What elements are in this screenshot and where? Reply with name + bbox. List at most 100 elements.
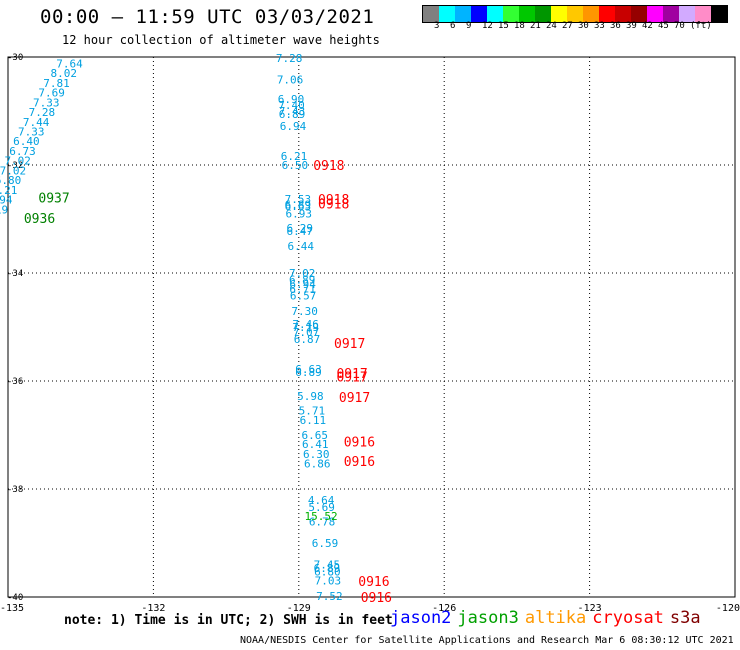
wave-height-value: 6.30	[303, 448, 330, 461]
color-scale-label: 70	[674, 21, 685, 31]
wave-height-value: 6.21	[281, 150, 308, 163]
wave-height-value: 6.59	[312, 537, 339, 550]
color-swatch	[711, 6, 727, 22]
wave-height-value: 7.69	[38, 87, 65, 100]
pass-time-label: 0918	[313, 159, 344, 174]
pass-time-label: 0918	[318, 193, 349, 208]
lat-tick-label: -30	[7, 53, 23, 63]
color-swatch	[615, 6, 631, 22]
lat-tick-label: -34	[7, 269, 23, 279]
axis-labels: -30 -32 -34 -36 -38 -40-135 -132 -129 -126 -123 -1…	[0, 53, 740, 614]
lat-tick-label: -36	[7, 377, 23, 387]
wave-height-value: 7.43	[279, 105, 306, 118]
wave-height-value: 8.02	[50, 67, 77, 80]
lat-tick-label: -38	[7, 485, 23, 495]
wave-height-value: 7.33	[18, 126, 45, 139]
color-swatch	[679, 6, 695, 22]
map-subtitle: 12 hour collection of altimeter wave hei…	[62, 33, 380, 47]
wave-height-value: 6.63	[295, 363, 322, 376]
wave-height-color-scale	[422, 5, 728, 23]
wave-height-value: 6.89	[289, 273, 316, 286]
wave-height-value: 6.57	[290, 290, 317, 303]
wave-height-value: 6.29	[287, 222, 314, 235]
wave-height-value: 5.69	[308, 501, 335, 514]
color-scale-label: 36	[610, 21, 621, 31]
lon-tick-label: -126	[432, 603, 456, 614]
wave-height-value: 7.02	[4, 155, 31, 168]
color-scale-label: 21	[530, 21, 541, 31]
wave-height-value: 6.93	[286, 208, 313, 221]
footer-credit: NOAA/NESDIS Center for Satellite Applica…	[240, 635, 734, 646]
wave-height-value: 6.89	[314, 562, 341, 575]
wave-height-value: 6.94	[280, 120, 307, 133]
wave-height-value: 6.86	[304, 458, 331, 471]
wave-height-value: 6.89	[295, 366, 322, 379]
wave-height-value: 5.98	[297, 390, 324, 403]
wave-height-value: 6.87	[294, 333, 321, 346]
lon-tick-label: -132	[141, 603, 165, 614]
pass-time-label: 0937	[38, 191, 69, 206]
wave-height-value: 4.64	[308, 494, 335, 507]
wave-height-value: 6.94	[289, 278, 316, 291]
color-scale-label: 18	[514, 21, 525, 31]
color-swatch	[647, 6, 663, 22]
lat-tick-label: -32	[7, 161, 23, 171]
map-title: 00:00 – 11:59 UTC 03/03/2021	[40, 6, 375, 28]
wave-height-value: 5.94	[0, 194, 13, 207]
wave-height-value: 7.30	[291, 305, 318, 318]
pass-time-label: 0917	[339, 391, 370, 406]
wave-height-value: 5.71	[299, 405, 326, 418]
legend-jason2: jason2	[390, 608, 452, 628]
color-scale-label: 30	[578, 21, 589, 31]
wave-height-value: 6.50	[282, 159, 309, 172]
pass-time-label: 0917	[336, 371, 367, 386]
lon-tick-label: -129	[287, 603, 311, 614]
pass-time-label: 0917	[336, 367, 367, 382]
color-scale-label: 27	[562, 21, 573, 31]
color-swatch	[439, 6, 455, 22]
color-scale-label: 42	[642, 21, 653, 31]
wave-height-value: 6.19	[0, 203, 8, 216]
color-swatch	[487, 6, 503, 22]
wave-height-value: 7.06	[277, 74, 304, 87]
color-swatch	[567, 6, 583, 22]
wave-height-value: 6.89	[285, 198, 312, 211]
color-swatch	[503, 6, 519, 22]
wave-height-value: 7.03	[315, 574, 342, 587]
color-swatch	[423, 6, 439, 22]
wave-height-value: 6.80	[314, 566, 341, 579]
wave-height-value: 7.28	[276, 52, 303, 65]
satellite-legend: jason2 jason3 altika cryosat s3a	[390, 608, 707, 628]
wave-height-value: 6.40	[13, 135, 40, 148]
color-swatch	[535, 6, 551, 22]
color-scale-label: 6	[450, 21, 456, 31]
color-swatch	[599, 6, 615, 22]
wave-height-value: 7.02	[289, 267, 316, 280]
pass-time-label: 0916	[361, 591, 392, 606]
lon-tick-label: -135	[0, 603, 24, 614]
color-scale-label: 45	[658, 21, 669, 31]
wave-height-value: 7.19	[292, 321, 319, 334]
wave-height-value: 7.02	[0, 164, 26, 177]
wave-height-value: 7.40	[278, 99, 305, 112]
color-scale-label: 39	[626, 21, 637, 31]
legend-cryosat: cryosat	[592, 608, 664, 628]
color-scale-label: 24	[546, 21, 557, 31]
wave-height-value: 6.71	[289, 283, 316, 296]
wave-height-value: 7.45	[314, 559, 341, 572]
color-scale-label: 15	[498, 21, 509, 31]
wave-height-value: 6.47	[287, 225, 314, 238]
legend-altika: altika	[524, 608, 587, 628]
wave-height-value: 6.41	[302, 438, 329, 451]
color-scale-label: (ft)	[690, 21, 712, 31]
color-swatch	[471, 6, 487, 22]
wave-height-value: 6.89	[279, 108, 306, 121]
wave-height-value: 7.28	[29, 106, 56, 119]
pass-time-label: 0918	[318, 197, 349, 212]
wave-height-value: 6.63	[285, 200, 312, 213]
wave-height-value: 6.80	[0, 174, 21, 187]
color-swatch	[551, 6, 567, 22]
wave-height-value: 6.90	[278, 93, 305, 106]
lon-tick-label: -120	[716, 603, 740, 614]
legend-jason3: jason3	[457, 608, 519, 628]
